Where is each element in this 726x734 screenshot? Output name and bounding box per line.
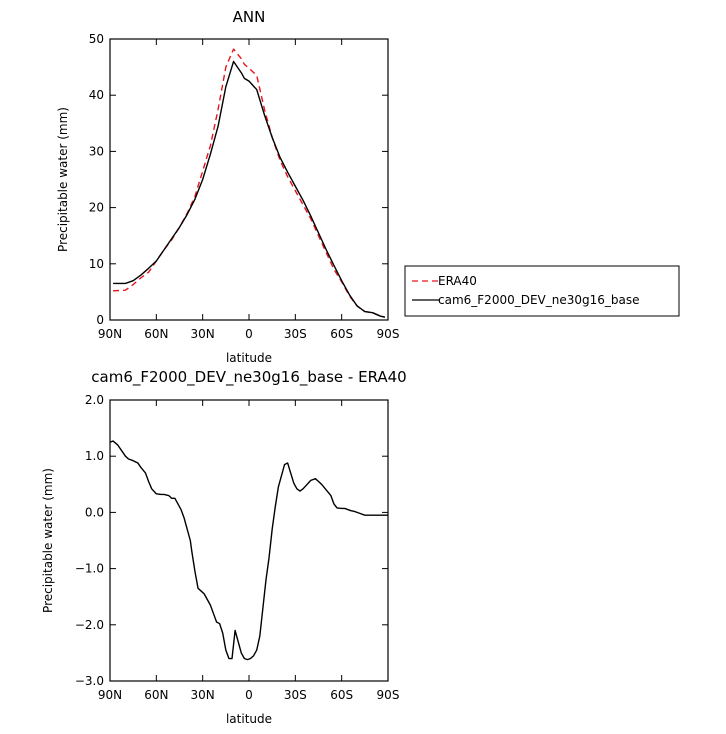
top-y-axis-title: Precipitable water (mm) — [56, 107, 70, 252]
top-y-tick-label: 30 — [89, 144, 104, 158]
bottom-y-tick-label: −3.0 — [75, 674, 104, 688]
top-x-axis-title: latitude — [226, 351, 272, 365]
top-y-tick-label: 10 — [89, 257, 104, 271]
bottom-x-tick-label: 60N — [144, 688, 168, 702]
bottom-panel: cam6_F2000_DEV_ne30g16_base - ERA40 90N 6… — [41, 368, 407, 726]
legend: ERA40 cam6_F2000_DEV_ne30g16_base — [404, 265, 680, 317]
legend-box — [404, 265, 680, 317]
top-y-tick-label: 0 — [96, 313, 104, 327]
top-y-tick-label: 40 — [89, 88, 104, 102]
bottom-x-tick-label: 90N — [98, 688, 122, 702]
bottom-x-axis-title: latitude — [226, 712, 272, 726]
bottom-x-tick-label: 60S — [330, 688, 353, 702]
top-panel: ANN 90N 60N 30N 0 30S 60S 90S 0 10 20 30 40 50 latit… — [56, 8, 399, 365]
top-x-tick-label: 60N — [144, 327, 168, 341]
top-series-line-cam6-f2000-dev-ne30g16-base — [113, 60, 386, 318]
top-x-tick-label: 0 — [245, 327, 253, 341]
top-y-tick-label: 20 — [89, 201, 104, 215]
legend-label-era40: ERA40 — [438, 274, 477, 288]
bottom-y-tick-label: 1.0 — [85, 449, 104, 463]
bottom-x-tick-label: 90S — [377, 688, 400, 702]
top-x-tick-label: 30S — [284, 327, 307, 341]
bottom-y-tick-label: −1.0 — [75, 562, 104, 576]
bottom-y-tick-label: 2.0 — [85, 393, 104, 407]
bottom-y-tick-label: −2.0 — [75, 618, 104, 632]
bottom-x-tick-label: 30N — [191, 688, 215, 702]
bottom-y-tick-label: 0.0 — [85, 505, 104, 519]
top-x-tick-label: 90S — [377, 327, 400, 341]
top-series-line-era40 — [113, 48, 386, 318]
top-x-tick-label: 30N — [191, 327, 215, 341]
top-y-tick-label: 50 — [89, 32, 104, 46]
bottom-plot-frame — [109, 399, 389, 682]
top-x-tick-label: 90N — [98, 327, 122, 341]
legend-label-model: cam6_F2000_DEV_ne30g16_base — [438, 293, 640, 307]
top-panel-title: ANN — [233, 8, 266, 26]
bottom-y-axis-title: Precipitable water (mm) — [41, 468, 55, 613]
bottom-x-tick-label: 0 — [245, 688, 253, 702]
bottom-x-tick-label: 30S — [284, 688, 307, 702]
bottom-panel-title: cam6_F2000_DEV_ne30g16_base - ERA40 — [91, 368, 406, 387]
bottom-series-line-difference — [109, 440, 388, 661]
top-x-tick-label: 60S — [330, 327, 353, 341]
